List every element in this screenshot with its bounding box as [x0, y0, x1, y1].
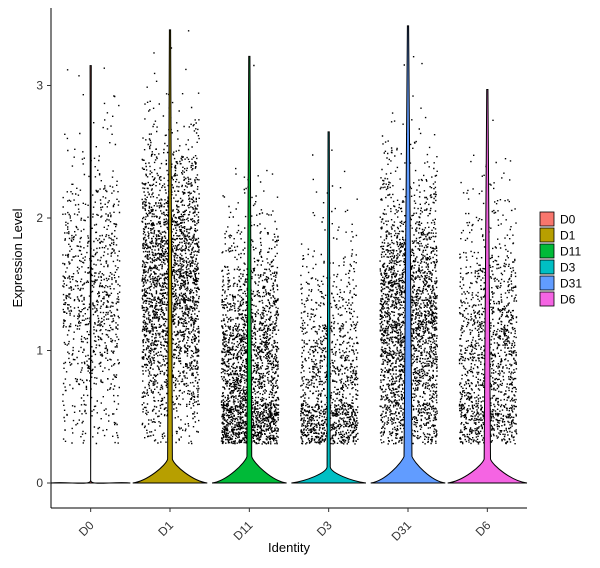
y-tick-label-2: 2 — [36, 211, 43, 225]
legend-swatch-D3 — [539, 259, 555, 275]
legend-item-D6: D6 — [539, 291, 576, 307]
violin-D1 — [132, 29, 208, 484]
legend-item-D1: D1 — [539, 227, 576, 243]
legend-swatch-D11 — [539, 243, 555, 259]
legend-item-D0: D0 — [539, 211, 576, 227]
legend-label-D3: D3 — [560, 261, 576, 275]
legend-swatch-D6 — [539, 291, 555, 307]
legend-swatch-D0 — [539, 211, 555, 227]
y-axis-title: Expression Level — [10, 208, 25, 307]
violin-D0 — [50, 65, 131, 484]
violin-D3 — [291, 131, 367, 484]
points-D31 — [379, 56, 438, 445]
y-tick-label-1: 1 — [36, 344, 43, 358]
violin-D11 — [211, 55, 287, 484]
axes-layer — [50, 8, 527, 509]
x-axis-title: Identity — [268, 540, 310, 555]
legend-label-D11: D11 — [560, 245, 581, 259]
y-tick-label-0: 0 — [36, 476, 43, 490]
x-tick-label-D1: D1 — [155, 518, 176, 539]
legend-item-D31: D31 — [539, 275, 582, 291]
points-D11 — [220, 64, 280, 445]
legend-label-D0: D0 — [560, 213, 576, 227]
point-cloud-D11 — [220, 64, 280, 445]
violin-D31 — [370, 25, 446, 484]
legend-label-D1: D1 — [560, 229, 576, 243]
legend: D0 D1 D11 D3 D31 D6 — [539, 211, 582, 307]
x-tick-label-D0: D0 — [76, 518, 97, 539]
x-tick-label-D31: D31 — [389, 518, 415, 544]
x-tick-label-D3: D3 — [314, 518, 335, 539]
legend-label-D31: D31 — [560, 277, 582, 291]
y-tick-label-3: 3 — [36, 79, 43, 93]
x-tick-label-D6: D6 — [473, 518, 494, 539]
legend-swatch-D1 — [539, 227, 555, 243]
legend-label-D6: D6 — [560, 293, 576, 307]
violin-D6 — [447, 88, 528, 484]
points-D3 — [300, 149, 359, 445]
point-cloud-D3 — [300, 149, 359, 445]
x-tick-label-D11: D11 — [231, 518, 256, 543]
point-cloud-D31 — [379, 56, 438, 445]
legend-item-D3: D3 — [539, 259, 576, 275]
legend-swatch-D31 — [539, 275, 555, 291]
jitter-points-layer — [62, 30, 518, 445]
legend-item-D11: D11 — [539, 243, 581, 259]
violins-layer — [50, 25, 528, 484]
